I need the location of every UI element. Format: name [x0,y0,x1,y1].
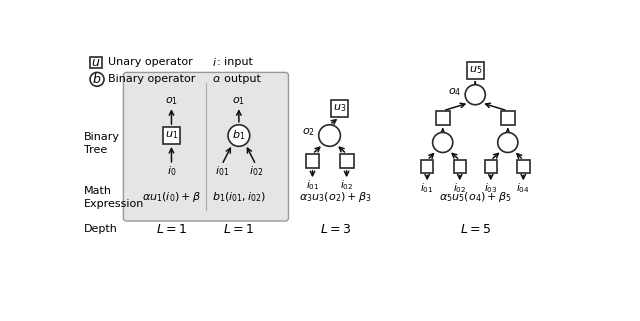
Text: $i_{04}$: $i_{04}$ [516,181,530,195]
FancyBboxPatch shape [163,127,180,144]
Circle shape [228,125,250,146]
FancyBboxPatch shape [90,56,102,68]
Text: $i_{01}$: $i_{01}$ [420,181,434,195]
Text: $\alpha_3 u_3(o_2)+\beta_3$: $\alpha_3 u_3(o_2)+\beta_3$ [300,190,372,204]
Text: Depth: Depth [84,224,118,234]
Text: $L=3$: $L=3$ [320,223,351,236]
Text: $i_{02}$: $i_{02}$ [340,178,353,192]
Text: $b$: $b$ [92,72,102,86]
Text: Math
Expression: Math Expression [84,186,144,209]
Text: $L=1$: $L=1$ [156,223,187,236]
Text: $b_1(i_{01},i_{02})$: $b_1(i_{01},i_{02})$ [212,190,266,204]
FancyBboxPatch shape [436,111,450,125]
Text: $o_1$: $o_1$ [165,95,178,107]
Text: $u_5$: $u_5$ [468,64,482,76]
Text: $i$: $i$ [212,56,217,68]
Text: $i_{02}$: $i_{02}$ [249,164,263,178]
FancyBboxPatch shape [340,154,353,168]
FancyBboxPatch shape [305,154,319,168]
Text: $u_3$: $u_3$ [333,103,346,115]
Text: $\alpha u_1(i_0)+\beta$: $\alpha u_1(i_0)+\beta$ [142,190,201,204]
Text: $i_{02}$: $i_{02}$ [453,181,467,195]
Circle shape [433,133,452,152]
FancyBboxPatch shape [124,73,289,221]
Text: Binary
Tree: Binary Tree [84,132,120,155]
Text: $o_1$: $o_1$ [232,95,245,107]
Text: $o_4$: $o_4$ [448,86,461,98]
Text: $L=1$: $L=1$ [223,223,255,236]
Circle shape [319,125,340,146]
Text: : input: : input [217,57,253,67]
Text: $\alpha_5 u_5(o_4)+\beta_5$: $\alpha_5 u_5(o_4)+\beta_5$ [439,190,511,204]
Circle shape [465,85,485,105]
FancyBboxPatch shape [484,160,497,172]
FancyBboxPatch shape [467,62,484,79]
FancyBboxPatch shape [517,160,529,172]
FancyBboxPatch shape [421,160,433,172]
Text: $L=5$: $L=5$ [460,223,491,236]
Circle shape [498,133,518,152]
Text: $i_0$: $i_0$ [166,164,176,178]
Text: $i_{01}$: $i_{01}$ [214,164,229,178]
Text: $u$: $u$ [92,56,100,69]
FancyBboxPatch shape [331,100,348,117]
Text: : output: : output [217,74,261,84]
Text: $o_2$: $o_2$ [302,126,315,138]
Text: $i_{01}$: $i_{01}$ [306,178,319,192]
Text: Unary operator: Unary operator [108,57,193,67]
Text: $u_1$: $u_1$ [165,130,178,142]
Text: Binary operator: Binary operator [108,74,195,84]
FancyBboxPatch shape [501,111,515,125]
Text: $o$: $o$ [212,74,220,84]
Text: $b_1$: $b_1$ [232,129,246,143]
Circle shape [90,73,104,86]
FancyBboxPatch shape [454,160,466,172]
Text: $i_{03}$: $i_{03}$ [484,181,497,195]
